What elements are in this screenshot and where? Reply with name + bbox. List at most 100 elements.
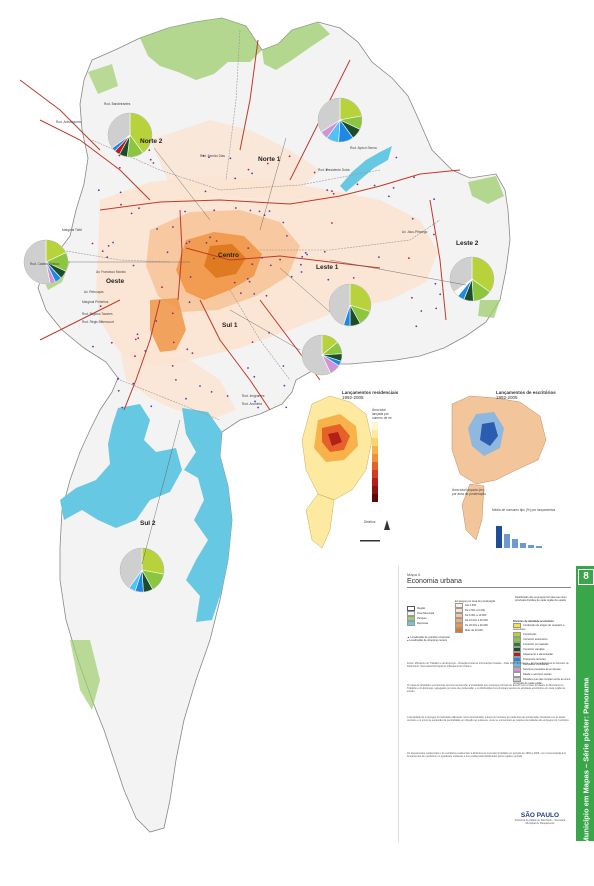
inset-residential-map — [298, 388, 396, 556]
river-tiete-east — [340, 146, 392, 192]
office-bar — [512, 539, 518, 548]
activity-swatch — [513, 671, 521, 677]
office-legend-title: Área total lançada (m²) por área de pond… — [452, 488, 487, 496]
employer-point — [175, 379, 177, 381]
employer-point — [234, 177, 237, 180]
employer-point — [433, 233, 435, 236]
employer-point — [229, 157, 232, 160]
activity-label: Saúde e serviços sociais — [523, 673, 552, 676]
paragraph-1: O mapa de atividades econômicas procura … — [407, 684, 566, 694]
employer-point — [247, 247, 250, 250]
legend-pie-title: Distribuição dos empregos formais nas ci… — [515, 596, 567, 603]
employer-point — [186, 348, 189, 351]
employer-point — [189, 276, 192, 278]
reservoir-billings — [182, 408, 232, 622]
activity-swatch — [513, 636, 521, 642]
office-chart-title: Média de consumo tipo (%) por lançamento… — [492, 508, 556, 512]
employer-point — [282, 221, 285, 224]
employer-point — [132, 382, 135, 385]
region-label-sul2: Sul 2 — [140, 520, 156, 527]
employer-point — [210, 391, 213, 393]
employer-point — [300, 263, 302, 266]
activity-swatch — [513, 656, 521, 662]
reservoir-guarapiranga — [60, 404, 182, 528]
employer-point — [395, 156, 398, 159]
employer-location-points — [91, 149, 442, 409]
employer-point — [171, 365, 174, 367]
employer-point — [301, 255, 304, 258]
employer-point — [265, 294, 268, 297]
activity-label: Confecção de artigos do vestuário e aces… — [513, 624, 565, 632]
activity-legend-item: Transporte terrestre — [513, 656, 573, 662]
pie-norte-2 — [107, 112, 153, 158]
employer-point — [306, 253, 308, 256]
residential-legend-title: Área total lançada por número de m² — [372, 408, 392, 420]
employer-point — [121, 406, 124, 409]
employer-point — [156, 228, 159, 230]
employer-point — [119, 191, 122, 194]
employer-point — [290, 275, 293, 278]
activity-legend-item: Comércio automotivo — [513, 636, 573, 642]
employer-point — [258, 210, 261, 213]
employer-point — [226, 395, 229, 397]
employer-point — [247, 367, 249, 369]
residential-legend-swatch — [372, 454, 378, 462]
road-label: Rod. Presidente Dutra — [318, 168, 350, 172]
employer-point — [266, 162, 269, 165]
urban-area-core — [204, 244, 246, 278]
region-boundaries — [59, 29, 441, 421]
employer-point — [101, 250, 104, 253]
mapa-number-label: Mapa 6 — [407, 572, 421, 577]
activity-legend-item: Comércio por atacado — [513, 641, 573, 647]
urban-area-southwest — [150, 298, 186, 352]
employer-point — [91, 242, 94, 245]
park-far-east — [478, 300, 500, 318]
employer-point — [246, 278, 249, 280]
employer-point — [249, 209, 252, 212]
employer-point — [251, 172, 254, 175]
employer-point — [261, 256, 263, 259]
pie-sul-2 — [119, 547, 165, 593]
region-label-leste2: Leste 2 — [456, 240, 479, 247]
inset-office-map — [446, 388, 552, 556]
road-label: Rod. Castelo Branco — [30, 262, 60, 266]
park-north-west — [88, 64, 118, 94]
activity-label: Alojamento e alimentação — [523, 653, 553, 656]
park-north-east — [262, 22, 330, 70]
legend-activities: Divisões de atividade econômica Confecçã… — [513, 620, 573, 685]
employer-point — [300, 271, 303, 273]
legend-panel: Mapa 6 Economia urbana Região Área Munic… — [398, 566, 577, 842]
employer-point — [268, 210, 271, 213]
employer-point — [251, 263, 254, 266]
activity-swatch — [513, 651, 521, 657]
activity-label: Comércio por atacado — [523, 643, 549, 646]
employer-point — [134, 338, 137, 341]
north-arrow — [384, 520, 390, 530]
employer-point — [332, 192, 335, 195]
employer-point — [233, 281, 236, 284]
region-label-leste1: Leste 1 — [316, 264, 339, 271]
employer-point — [439, 293, 442, 296]
region-label-norte2: Norte 2 — [140, 138, 163, 145]
paragraph-3: Os lançamentos residenciais e de escritó… — [407, 752, 566, 759]
park-cantareira — [140, 18, 262, 80]
paragraph-2: A densidade de empregos foi calculada ut… — [407, 716, 570, 723]
road-label: Rod. Fernão Dias — [200, 154, 225, 158]
activity-label: Comércio automotivo — [523, 638, 548, 641]
residential-legend-swatch — [372, 462, 378, 470]
employer-point — [204, 190, 207, 193]
residential-legend-distritos: Distritos — [364, 520, 376, 524]
employer-point — [97, 189, 100, 192]
employer-point — [137, 337, 140, 340]
pie-outline — [119, 547, 165, 593]
activity-swatch — [513, 666, 521, 672]
map-number-badge: 8 — [578, 569, 594, 585]
employer-point — [253, 375, 256, 378]
employer-point — [208, 156, 210, 159]
employer-point — [408, 257, 410, 259]
employer-point — [117, 389, 120, 392]
employer-point — [420, 310, 423, 312]
pie-outline — [301, 334, 343, 376]
employer-point — [433, 198, 435, 201]
employer-point — [269, 264, 272, 267]
